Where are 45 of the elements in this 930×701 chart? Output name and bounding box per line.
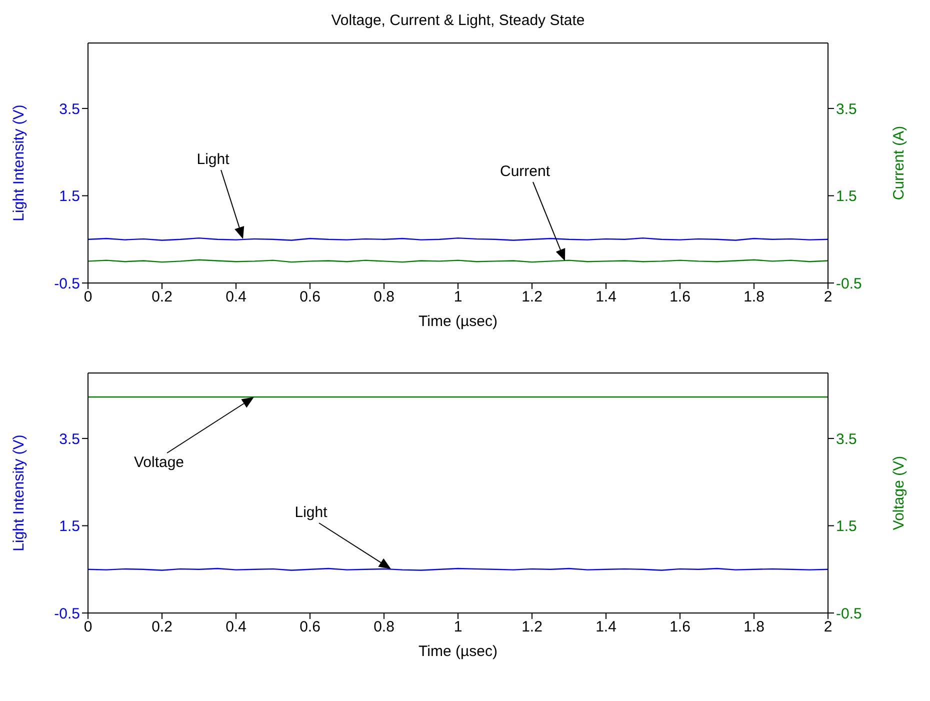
x-tick-label: 0.4 bbox=[226, 618, 246, 636]
annotation: Current bbox=[500, 163, 551, 180]
annotation: Light bbox=[196, 151, 230, 168]
y-axis-title: Light Intensity (V) bbox=[10, 434, 28, 552]
y-tick-label: -0.5 bbox=[54, 605, 80, 622]
x-tick-label: 1.4 bbox=[596, 288, 616, 306]
x-tick-label: 1.2 bbox=[522, 288, 542, 306]
x-tick-label: 1.8 bbox=[744, 618, 764, 636]
x-tick-label: 1.4 bbox=[596, 618, 616, 636]
x-tick-label: 0.8 bbox=[374, 288, 394, 306]
y-tick-label: 1.5 bbox=[59, 518, 80, 536]
x-tick-label: 0 bbox=[84, 618, 92, 636]
x-tick-label: 1.6 bbox=[670, 618, 690, 636]
y2-axis-title: Current (A) bbox=[890, 126, 908, 200]
x-tick-label: 1.8 bbox=[744, 288, 764, 306]
x-tick-label: 0.2 bbox=[152, 288, 172, 306]
annotation: Voltage bbox=[134, 454, 184, 471]
y-tick-label: 1.5 bbox=[59, 188, 80, 206]
y-tick-label: -0.5 bbox=[54, 275, 80, 292]
y-tick-label: 3.5 bbox=[59, 100, 80, 118]
y2-tick-label: 3.5 bbox=[836, 100, 857, 118]
annotation: Light bbox=[294, 504, 328, 521]
chart-title: Voltage, Current & Light, Steady State bbox=[330, 11, 586, 31]
x-tick-label: 0.6 bbox=[300, 288, 320, 306]
x-tick-label: 1 bbox=[454, 618, 462, 636]
x-tick-label: 0.2 bbox=[152, 618, 172, 636]
x-tick-label: 1.6 bbox=[670, 288, 690, 306]
y2-tick-label: 1.5 bbox=[836, 518, 857, 536]
x-tick-label: 2 bbox=[824, 618, 832, 636]
x-tick-label: 1 bbox=[454, 288, 462, 306]
x-tick-label: 0.8 bbox=[374, 618, 394, 636]
y-axis-title: Light Intensity (V) bbox=[10, 104, 28, 222]
y2-tick-label: 1.5 bbox=[836, 188, 857, 206]
y2-axis-title: Voltage (V) bbox=[890, 456, 908, 530]
y2-tick-label: -0.5 bbox=[836, 275, 862, 292]
x-tick-label: 0.4 bbox=[226, 288, 246, 306]
x-tick-label: 0.6 bbox=[300, 618, 320, 636]
x-tick-label: 0 bbox=[84, 288, 92, 306]
x-tick-label: 2 bbox=[824, 288, 832, 306]
x-axis-title: Time (µsec) bbox=[418, 313, 498, 330]
y-tick-label: 3.5 bbox=[59, 430, 80, 448]
y2-tick-label: 3.5 bbox=[836, 430, 857, 448]
y2-tick-label: -0.5 bbox=[836, 605, 862, 622]
x-axis-title: Time (µsec) bbox=[418, 643, 498, 660]
x-tick-label: 1.2 bbox=[522, 618, 542, 636]
